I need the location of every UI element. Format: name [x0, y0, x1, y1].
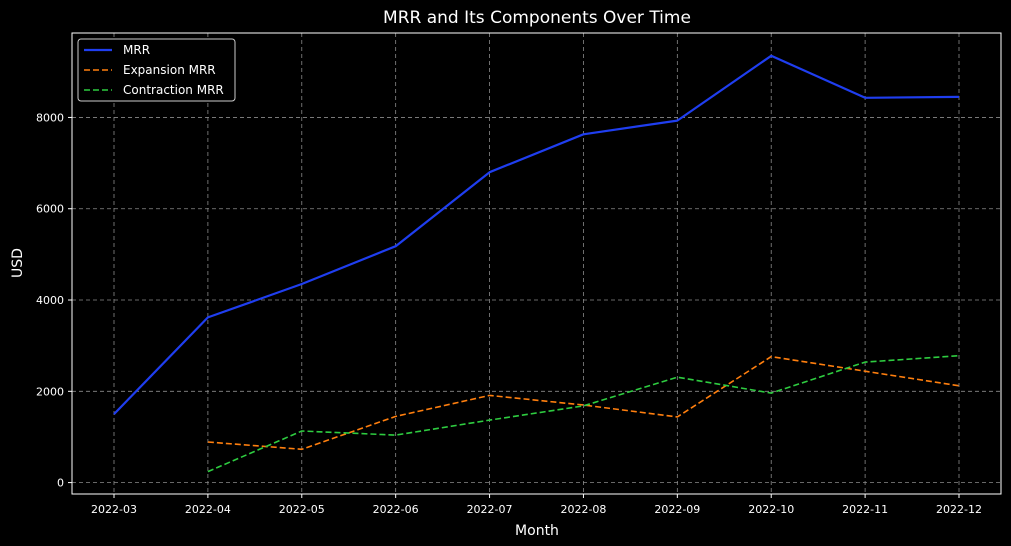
- x-tick-label: 2022-07: [467, 503, 513, 516]
- y-axis-label: USD: [10, 248, 26, 278]
- legend-label: MRR: [123, 43, 150, 57]
- series-layer: [113, 54, 960, 473]
- legend-label: Expansion MRR: [123, 63, 216, 77]
- y-tick-label: 2000: [36, 385, 64, 398]
- x-tick-label: 2022-12: [936, 503, 982, 516]
- y-ticks: 0 2000 4000 6000 8000: [36, 111, 72, 490]
- series-line-mrr: [113, 54, 960, 415]
- x-tick-label: 2022-10: [748, 503, 794, 516]
- grid: [72, 33, 1001, 494]
- legend: MRR Expansion MRR Contraction MRR: [77, 38, 236, 102]
- x-tick-label: 2022-11: [842, 503, 888, 516]
- y-tick-label: 6000: [36, 203, 64, 216]
- x-ticks: 2022-03 2022-04 2022-05 2022-06 2022-07 2022-…: [91, 494, 982, 516]
- x-tick-label: 2022-05: [279, 503, 325, 516]
- y-tick-label: 0: [57, 477, 64, 490]
- y-tick-label: 8000: [36, 111, 64, 124]
- x-tick-label: 2022-06: [373, 503, 419, 516]
- legend-label: Contraction MRR: [123, 83, 224, 97]
- x-tick-label: 2022-09: [654, 503, 700, 516]
- legend-box: [77, 38, 236, 102]
- series-line-expansion-mrr: [207, 355, 960, 451]
- x-tick-label: 2022-03: [91, 503, 137, 516]
- x-tick-label: 2022-08: [560, 503, 606, 516]
- x-tick-label: 2022-04: [185, 503, 231, 516]
- plot-frame: [71, 32, 1002, 495]
- x-axis-label: Month: [515, 523, 559, 539]
- y-tick-label: 4000: [36, 294, 64, 307]
- chart-title: MRR and Its Components Over Time: [383, 8, 691, 28]
